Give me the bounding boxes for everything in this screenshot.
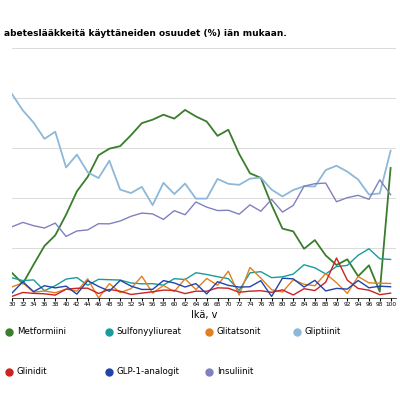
Text: abeteslääkkeitä käyttäneiden osuudet (%) iän mukaan.: abeteslääkkeitä käyttäneiden osuudet (%)… [4,30,287,38]
Text: Glitatsonit: Glitatsonit [217,328,261,336]
Text: Metformiini: Metformiini [17,328,66,336]
X-axis label: Ikä, v: Ikä, v [191,310,217,320]
Text: Sulfonyyliureat: Sulfonyyliureat [117,328,182,336]
Text: Glinidit: Glinidit [17,368,48,376]
Text: 0 1.: 0 1. [4,6,31,18]
Text: Gliptiinit: Gliptiinit [305,328,341,336]
Text: Insuliinit: Insuliinit [217,368,253,376]
Text: GLP-1-analogit: GLP-1-analogit [117,368,180,376]
